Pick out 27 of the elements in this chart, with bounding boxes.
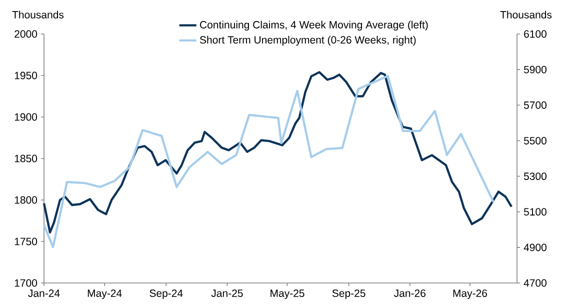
x-tick-label: May-24	[88, 290, 122, 300]
y-tick-label: 1750	[14, 238, 38, 246]
y2-tick-label: 5500	[524, 137, 546, 144]
y2-tick-label: 5100	[524, 208, 546, 216]
y2-tick-label: 4700	[524, 279, 546, 287]
y2-tick-label: 5700	[524, 101, 546, 109]
y-tick-label: 1800	[14, 196, 38, 204]
x-tick-label: Jan-24	[28, 290, 60, 297]
legend-label: Continuing Claims, 4 Week Moving Average (left)	[200, 20, 428, 31]
y-tick-label: 1700	[14, 279, 38, 287]
y2-axis-title: Thousands	[500, 10, 552, 18]
y-tick-label: 2000	[14, 30, 38, 38]
x-tick-label: Jan-26	[394, 290, 426, 297]
y2-tick-label: 6100	[524, 30, 546, 38]
y-axis-title: Thousands	[12, 10, 64, 18]
legend-label: Short Term Unemployment (0-26 Weeks, right)	[200, 36, 416, 46]
x-tick-label: Jan-25	[211, 290, 243, 297]
x-tick-label: May-26	[453, 290, 488, 300]
y-tick-label: 1950	[14, 72, 38, 80]
y2-tick-label: 5300	[524, 172, 546, 180]
y2-tick-label: 5900	[524, 66, 546, 74]
y-tick-label: 1900	[14, 113, 38, 121]
x-tick-label: May-25	[270, 290, 304, 300]
y-tick-label: 1850	[14, 154, 38, 162]
y2-tick-label: 4900	[524, 244, 546, 252]
x-tick-label: Sep-24	[150, 290, 183, 300]
x-tick-label: Sep-25	[332, 290, 366, 300]
